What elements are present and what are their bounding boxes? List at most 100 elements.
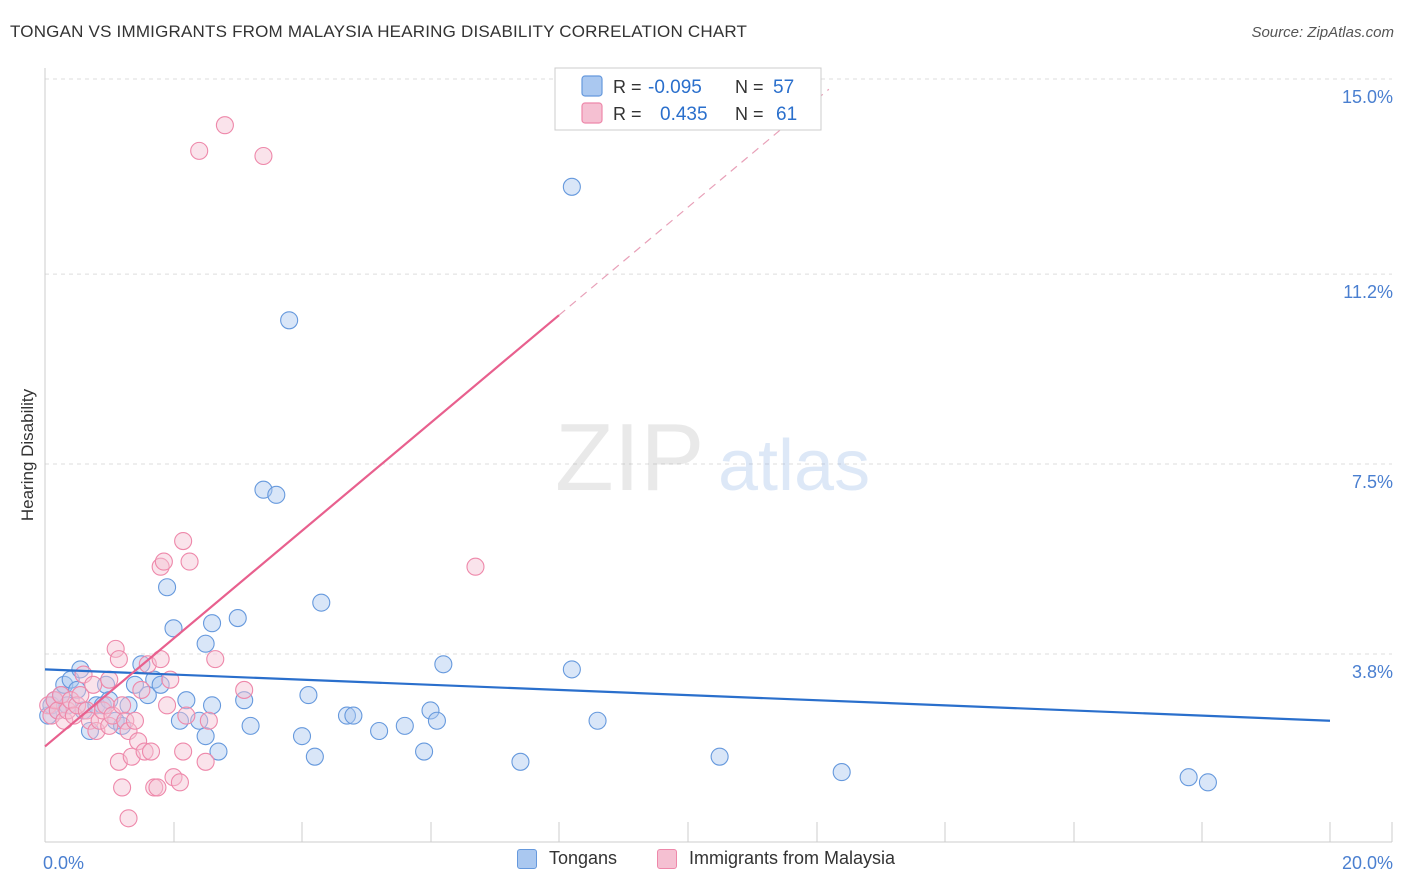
malaysia-point-9: [68, 696, 87, 715]
tongans-point-36: [241, 716, 260, 735]
tongans-point-33: [209, 742, 228, 761]
malaysia-point-31: [125, 711, 144, 730]
malaysia-point-13: [80, 711, 100, 730]
malaysia-trend-line: [44, 314, 560, 748]
tongans-point-47: [395, 716, 414, 735]
tongans-point-48: [415, 742, 434, 761]
legend-swatch-malaysia: [657, 848, 677, 869]
malaysia-point-18: [96, 696, 116, 715]
tongans-point-31: [203, 696, 222, 715]
malaysia-point-49: [180, 552, 199, 571]
tongans-point-50: [427, 711, 446, 730]
tongans-point-35: [235, 691, 254, 710]
grid-lines: [45, 78, 1392, 655]
legend-label-tongans: Tongans: [549, 848, 618, 868]
legend-r-label-blue: R =: [613, 77, 642, 97]
malaysia-point-45: [170, 773, 189, 792]
malaysia-point-29: [119, 809, 138, 828]
tongans-point-39: [280, 311, 299, 330]
tongans-point-59: [1198, 773, 1217, 792]
tongans-point-34: [228, 609, 247, 628]
tongans-point-23: [151, 675, 170, 694]
watermark-atlas: atlas: [718, 426, 870, 506]
malaysia-trend-extension: [558, 88, 830, 316]
legend-r-label-pink: R =: [613, 104, 642, 124]
tongans-point-58: [1179, 768, 1198, 787]
tick-labels: 3.8% 7.5% 11.2% 15.0% 0.0% 20.0%: [43, 87, 1393, 873]
malaysia-point-48: [177, 706, 196, 725]
legend-item-tongans[interactable]: Tongans: [517, 848, 617, 869]
malaysia-point-36: [141, 742, 161, 761]
malaysia-point-38: [148, 778, 167, 797]
malaysia-point-14: [84, 675, 103, 694]
legend-n-value-pink: 61: [776, 104, 797, 125]
malaysia-point-20: [100, 716, 119, 735]
tongans-point-30: [196, 634, 215, 653]
malaysia-point-22: [106, 639, 125, 658]
x-tick-label-1: 20.0%: [1342, 853, 1393, 873]
malaysia-point-33: [132, 680, 151, 699]
malaysia-point-55: [235, 680, 254, 699]
tongans-point-18: [119, 696, 138, 715]
tongans-point-25: [164, 619, 183, 638]
legend-top: R = -0.095 N = 57 R = 0.435 N = 61: [554, 67, 822, 131]
malaysia-point-51: [196, 752, 215, 771]
legend-r-value-blue: -0.095: [648, 77, 702, 98]
tongans-point-27: [177, 691, 196, 710]
malaysia-point-47: [174, 532, 193, 551]
y-tick-label-2: 11.2%: [1343, 282, 1393, 302]
malaysia-point-3: [48, 701, 67, 720]
legend-swatch-blue: [581, 75, 603, 97]
malaysia-point-4: [52, 686, 71, 705]
tongans-point-46: [370, 721, 389, 741]
malaysia-point-54: [215, 116, 234, 135]
tongans-trend-line: [44, 668, 1331, 722]
y-tick-label-0: 3.8%: [1352, 662, 1393, 682]
legend-swatch-pink: [581, 102, 603, 124]
x-tick-label-0: 0.0%: [43, 853, 84, 873]
legend-r-value-pink: 0.435: [660, 104, 708, 125]
malaysia-point-50: [190, 141, 209, 160]
tongans-point-44: [337, 706, 357, 725]
malaysia-point-25: [113, 696, 132, 715]
malaysia-point-56: [254, 146, 273, 166]
tongans-point-53: [562, 660, 581, 679]
legend-n-label-pink: N =: [735, 104, 764, 124]
chart-title: TONGAN VS IMMIGRANTS FROM MALAYSIA HEARI…: [10, 22, 748, 41]
tongans-point-8: [68, 680, 87, 699]
tongans-point-14: [96, 675, 116, 694]
tongans-point-56: [710, 747, 729, 766]
malaysia-point-19: [100, 670, 119, 689]
source-label: Source: ZipAtlas.com: [1251, 24, 1394, 41]
malaysia-points: [39, 116, 485, 828]
malaysia-point-53: [206, 650, 225, 669]
tongans-point-57: [832, 763, 851, 782]
malaysia-point-10: [71, 686, 90, 705]
legend-bottom: Tongans Immigrants from Malaysia: [0, 848, 1406, 882]
legend-item-malaysia[interactable]: Immigrants from Malaysia: [657, 848, 895, 869]
tongans-point-42: [305, 747, 324, 766]
tongans-points: [39, 177, 1217, 792]
malaysia-point-42: [158, 696, 177, 715]
y-tick-label-3: 15.0%: [1342, 87, 1393, 107]
y-tick-label-1: 7.5%: [1352, 472, 1393, 492]
tongans-point-54: [562, 177, 581, 196]
tongans-point-24: [158, 578, 177, 597]
watermark-zip: ZIP: [555, 404, 704, 511]
malaysia-point-57: [466, 557, 485, 576]
tongans-point-29: [196, 727, 215, 746]
tongans-point-43: [312, 593, 331, 612]
tongans-point-38: [267, 485, 286, 504]
tongans-point-40: [292, 727, 312, 746]
malaysia-point-39: [151, 557, 170, 576]
legend-label-malaysia: Immigrants from Malaysia: [689, 848, 896, 868]
tongans-point-49: [421, 701, 440, 720]
malaysia-point-41: [154, 552, 173, 571]
malaysia-point-34: [135, 742, 154, 761]
malaysia-point-26: [113, 778, 132, 797]
axes: [44, 68, 1393, 843]
malaysia-point-17: [93, 701, 112, 720]
tongans-point-45: [344, 706, 363, 725]
tongans-point-55: [588, 711, 607, 730]
tongans-point-32: [203, 614, 222, 633]
